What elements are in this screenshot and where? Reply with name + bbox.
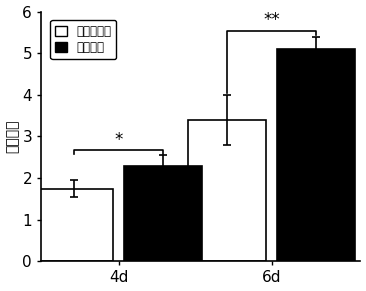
Legend: 軟骨细辞组, 共培兿组: 軟骨细辞组, 共培兿组: [50, 20, 116, 59]
Y-axis label: 增殖指数: 增殖指数: [5, 120, 19, 153]
Text: *: *: [115, 131, 123, 149]
Bar: [124, 166, 202, 261]
Bar: [277, 49, 355, 261]
Bar: [36, 189, 113, 261]
Bar: [188, 120, 266, 261]
Text: **: **: [263, 11, 280, 29]
